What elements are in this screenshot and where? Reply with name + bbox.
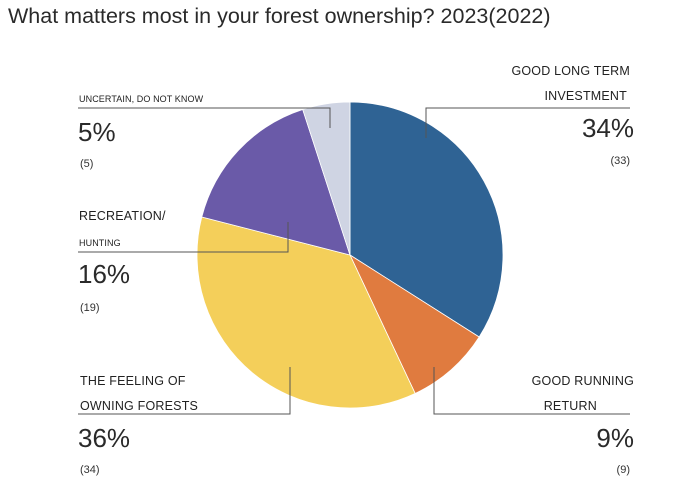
chart-title: What matters most in your forest ownersh… bbox=[8, 4, 551, 28]
slice-previous-feeling: (34) bbox=[80, 464, 100, 476]
pie-slice-investment bbox=[349, 101, 504, 338]
slice-label-recreation: RECREATION/ bbox=[79, 209, 166, 223]
slice-percent-investment: 34% bbox=[581, 113, 634, 143]
slice-percent-recreation: 16% bbox=[78, 259, 131, 289]
pie-slice-return bbox=[349, 253, 480, 394]
slice-label-feeling-line2: OWNING FORESTS bbox=[80, 399, 199, 413]
slice-label-return-line1: GOOD RUNNING bbox=[531, 374, 634, 388]
leader-line-investment bbox=[425, 107, 630, 138]
slice-label-investment-line2: INVESTMENT bbox=[544, 89, 627, 103]
pie-slice-feeling bbox=[196, 216, 416, 409]
pie-slice-recreation bbox=[201, 108, 351, 256]
pie-slices bbox=[196, 101, 504, 409]
slice-label-return-line2: RETURN bbox=[543, 399, 597, 413]
slice-label-feeling-line1: THE FEELING OF bbox=[80, 374, 186, 388]
slice-previous-uncertain: (5) bbox=[80, 158, 94, 170]
slice-percent-uncertain: 5% bbox=[78, 117, 116, 147]
slice-label-investment-line1: GOOD LONG TERM bbox=[511, 64, 630, 78]
leader-lines bbox=[78, 107, 630, 415]
slice-percent-feeling: 36% bbox=[78, 423, 131, 453]
slice-label-uncertain: UNCERTAIN, DO NOT KNOW bbox=[79, 94, 204, 104]
leader-line-return bbox=[433, 367, 630, 415]
leader-line-feeling bbox=[78, 367, 291, 415]
pie-slice-uncertain bbox=[302, 101, 351, 256]
leader-line-recreation bbox=[78, 222, 289, 253]
leader-line-uncertain bbox=[78, 107, 331, 128]
slice-label-hunting: HUNTING bbox=[79, 238, 121, 248]
slice-percent-return: 9% bbox=[596, 423, 634, 453]
slice-previous-return: (9) bbox=[616, 464, 630, 476]
slice-previous-recreation: (19) bbox=[80, 302, 100, 314]
slice-previous-investment: (33) bbox=[610, 155, 630, 167]
